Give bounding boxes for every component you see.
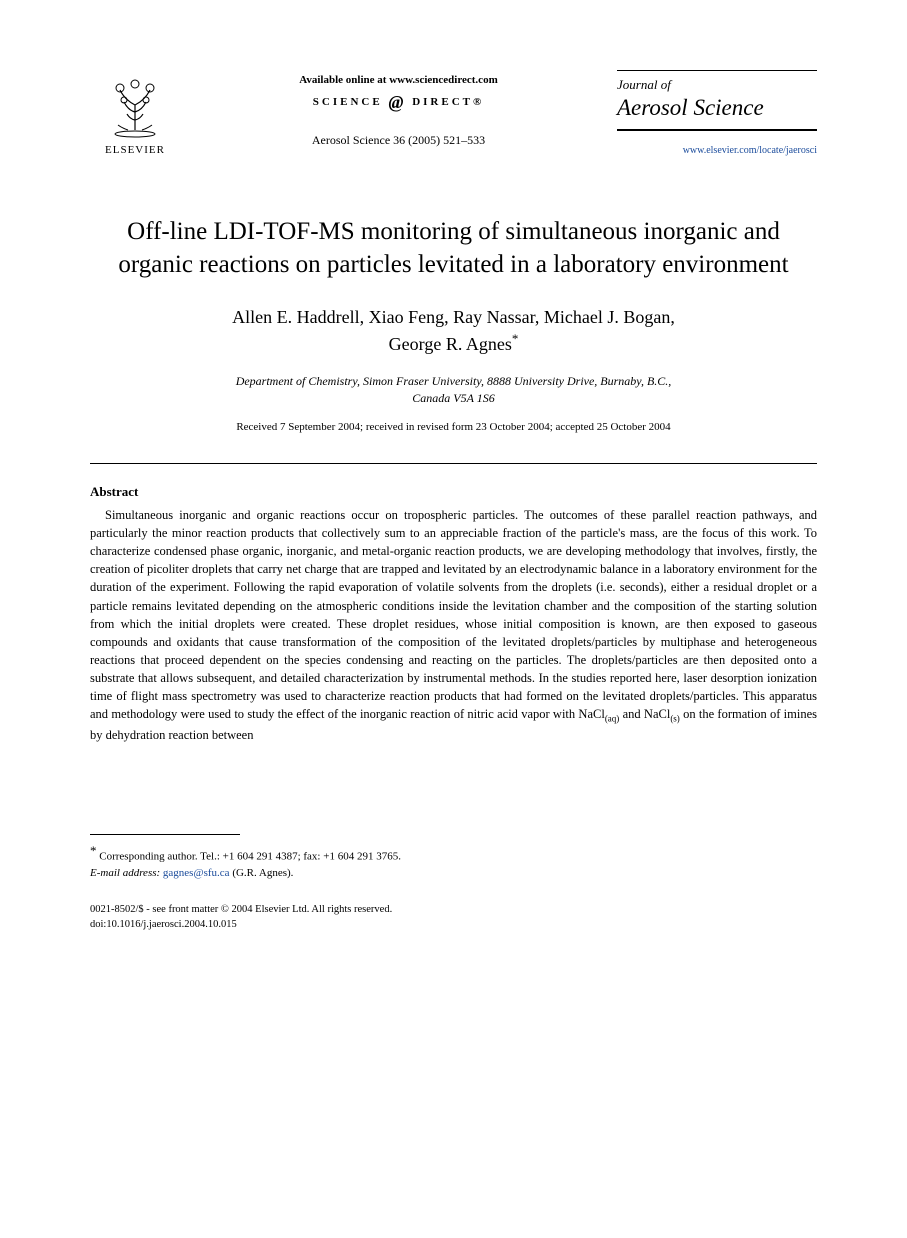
corresponding-author-text: Corresponding author. Tel.: +1 604 291 4… xyxy=(99,851,401,863)
authors-line-2: George R. Agnes xyxy=(389,334,512,354)
center-header: Available online at www.sciencedirect.co… xyxy=(180,70,617,148)
abstract-text-pre: Simultaneous inorganic and organic react… xyxy=(90,508,817,721)
sciencedirect-left: SCIENCE xyxy=(313,96,383,108)
section-rule xyxy=(90,463,817,464)
authors-block: Allen E. Haddrell, Xiao Feng, Ray Nassar… xyxy=(90,305,817,357)
corresponding-author-mark: * xyxy=(512,331,519,346)
journal-title-box: Journal of Aerosol Science www.elsevier.… xyxy=(617,70,817,156)
copyright-block: 0021-8502/$ - see front matter © 2004 El… xyxy=(90,902,817,934)
footnote-rule xyxy=(90,834,240,835)
affiliation-block: Department of Chemistry, Simon Fraser Un… xyxy=(90,373,817,407)
available-online-text: Available online at www.sciencedirect.co… xyxy=(180,74,617,86)
affiliation-line-2: Canada V5A 1S6 xyxy=(412,391,494,405)
citation-line: Aerosol Science 36 (2005) 521–533 xyxy=(180,133,617,148)
sciencedirect-logo: SCIENCE @ DIRECT® xyxy=(180,92,617,113)
journal-of-label: Journal of xyxy=(617,77,817,93)
publisher-name: ELSEVIER xyxy=(90,144,180,156)
footnote-block: * Corresponding author. Tel.: +1 604 291… xyxy=(90,841,817,882)
email-label: E-mail address: xyxy=(90,867,160,879)
journal-url-link[interactable]: www.elsevier.com/locate/jaerosci xyxy=(617,145,817,156)
at-symbol-icon: @ xyxy=(388,92,406,112)
abstract-subscript-aq: (aq) xyxy=(605,714,620,724)
authors-line-1: Allen E. Haddrell, Xiao Feng, Ray Nassar… xyxy=(232,307,675,327)
abstract-body: Simultaneous inorganic and organic react… xyxy=(90,506,817,744)
journal-name: Aerosol Science xyxy=(617,95,817,131)
abstract-subscript-s: (s) xyxy=(670,714,680,724)
sciencedirect-right: DIRECT® xyxy=(412,96,484,108)
affiliation-line-1: Department of Chemistry, Simon Fraser Un… xyxy=(236,374,672,388)
copyright-line-1: 0021-8502/$ - see front matter © 2004 El… xyxy=(90,904,392,915)
footnote-corr-mark: * xyxy=(90,843,97,858)
publisher-logo-block: ELSEVIER xyxy=(90,70,180,156)
article-title: Off-line LDI-TOF-MS monitoring of simult… xyxy=(90,216,817,281)
header-row: ELSEVIER Available online at www.science… xyxy=(90,70,817,156)
email-link[interactable]: gagnes@sfu.ca xyxy=(163,867,230,879)
abstract-text-mid: and NaCl xyxy=(619,707,670,721)
elsevier-tree-icon xyxy=(100,70,170,140)
abstract-heading: Abstract xyxy=(90,484,817,500)
article-dates: Received 7 September 2004; received in r… xyxy=(90,421,817,433)
email-person: (G.R. Agnes). xyxy=(232,867,293,879)
doi-line: doi:10.1016/j.jaerosci.2004.10.015 xyxy=(90,919,237,930)
